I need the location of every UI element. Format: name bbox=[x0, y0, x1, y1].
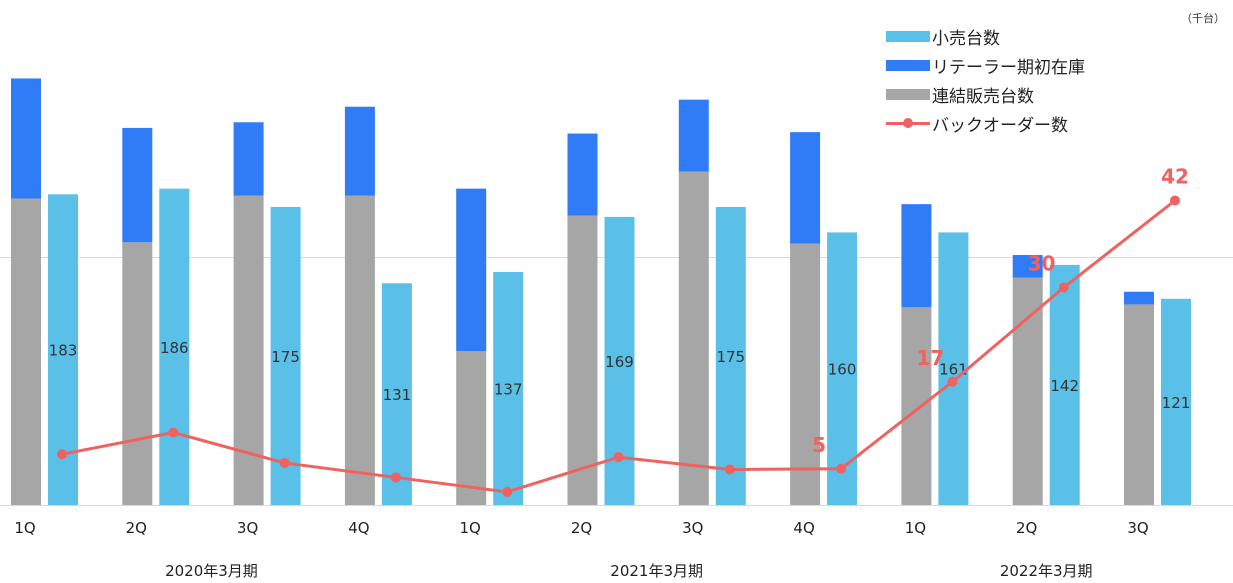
period-label: 2020年3月期 bbox=[165, 562, 258, 580]
legend-label-inventory: リテーラー期初在庫 bbox=[932, 58, 1085, 78]
bar-inventory bbox=[567, 133, 598, 216]
bar-sales bbox=[233, 195, 264, 505]
bar-inventory bbox=[1124, 291, 1154, 305]
bar-sales bbox=[901, 307, 932, 505]
legend-swatch-backorder bbox=[886, 118, 930, 129]
bar-sales bbox=[567, 215, 598, 506]
data-label-retail: 142 bbox=[1050, 377, 1079, 395]
period-label: 2021年3月期 bbox=[610, 562, 703, 580]
legend-item-backorder: バックオーダー数 bbox=[886, 109, 1085, 138]
bar-sales bbox=[790, 243, 821, 505]
bar-inventory bbox=[790, 132, 821, 244]
data-label-backorder: 17 bbox=[916, 346, 944, 370]
bar-inventory bbox=[678, 99, 709, 172]
legend-swatch-retail bbox=[886, 31, 930, 42]
bar-inventory bbox=[1012, 255, 1043, 278]
bar-sales bbox=[344, 195, 375, 505]
bar-retail bbox=[715, 206, 746, 505]
period-label: 2022年3月期 bbox=[1000, 562, 1093, 580]
x-tick-label: 1Q bbox=[14, 519, 35, 537]
bar-inventory bbox=[122, 127, 153, 243]
x-tick-label: 2Q bbox=[126, 519, 147, 537]
x-tick-label: 1Q bbox=[460, 519, 481, 537]
x-tick-label: 2Q bbox=[571, 519, 592, 537]
data-label-backorder: 30 bbox=[1028, 252, 1056, 276]
data-label-retail: 160 bbox=[828, 361, 857, 379]
data-label-retail: 169 bbox=[605, 353, 634, 371]
unit-label: （千台） bbox=[1181, 12, 1225, 25]
point-backorder bbox=[613, 452, 624, 463]
x-tick-label: 1Q bbox=[905, 519, 926, 537]
legend-item-sales: 連結販売台数 bbox=[886, 80, 1085, 109]
x-tick-label: 3Q bbox=[237, 519, 258, 537]
point-backorder bbox=[1170, 195, 1180, 206]
bar-sales bbox=[1124, 304, 1154, 505]
data-label-retail: 186 bbox=[160, 339, 189, 357]
x-tick-label: 3Q bbox=[1127, 519, 1148, 537]
bar-retail bbox=[1161, 298, 1191, 505]
data-label-backorder: 5 bbox=[812, 433, 826, 457]
point-backorder bbox=[502, 486, 513, 497]
point-backorder bbox=[57, 449, 67, 460]
bar-sales bbox=[11, 198, 41, 506]
bar-retail bbox=[159, 188, 190, 506]
point-backorder bbox=[724, 464, 735, 475]
legend-item-inventory: リテーラー期初在庫 bbox=[886, 51, 1085, 80]
point-backorder bbox=[168, 427, 179, 438]
bar-retail bbox=[938, 232, 969, 506]
bar-sales bbox=[122, 242, 153, 506]
bar-inventory bbox=[344, 106, 375, 196]
bar-sales bbox=[456, 351, 487, 505]
bar-sales bbox=[1012, 277, 1043, 505]
data-label-retail: 175 bbox=[716, 348, 745, 366]
x-tick-label: 3Q bbox=[682, 519, 703, 537]
x-tick-label: 2Q bbox=[1016, 519, 1037, 537]
point-backorder bbox=[390, 472, 401, 483]
bar-inventory bbox=[901, 204, 932, 308]
point-backorder bbox=[279, 457, 290, 468]
legend-swatch-inventory bbox=[886, 60, 930, 71]
data-label-retail: 175 bbox=[271, 348, 300, 366]
bar-inventory bbox=[11, 78, 41, 199]
data-label-retail: 131 bbox=[383, 386, 412, 404]
bar-retail bbox=[270, 206, 301, 505]
x-tick-label: 4Q bbox=[348, 519, 369, 537]
bar-sales bbox=[678, 171, 709, 506]
point-backorder bbox=[836, 463, 847, 474]
bar-retail bbox=[493, 271, 524, 505]
data-label-retail: 183 bbox=[49, 342, 78, 360]
legend-item-retail: 小売台数 bbox=[886, 22, 1085, 51]
data-label-backorder: 42 bbox=[1161, 165, 1189, 189]
bar-inventory bbox=[456, 188, 487, 352]
legend-label-backorder: バックオーダー数 bbox=[932, 116, 1068, 136]
bar-retail bbox=[1049, 264, 1080, 505]
data-label-retail: 121 bbox=[1162, 394, 1191, 412]
legend-swatch-sales bbox=[886, 89, 930, 100]
bar-inventory bbox=[233, 122, 264, 196]
legend-label-sales: 連結販売台数 bbox=[932, 87, 1034, 107]
legend: 小売台数 リテーラー期初在庫 連結販売台数 バックオーダー数 bbox=[886, 22, 1085, 138]
point-backorder bbox=[947, 376, 958, 387]
data-label-retail: 137 bbox=[494, 380, 523, 398]
bar-retail bbox=[381, 283, 412, 505]
x-tick-label: 4Q bbox=[793, 519, 814, 537]
point-backorder bbox=[1058, 282, 1069, 293]
legend-label-retail: 小売台数 bbox=[932, 29, 1000, 49]
